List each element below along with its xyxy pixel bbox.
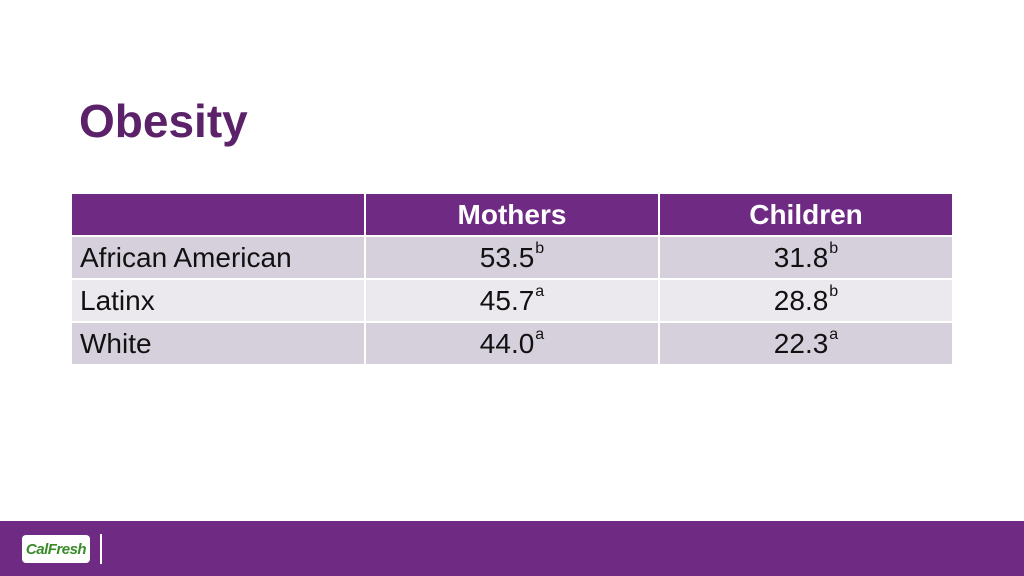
- slide-title: Obesity: [79, 95, 248, 147]
- cell-superscript: b: [829, 239, 839, 257]
- mothers-cell: 44.0a: [366, 323, 658, 364]
- cell-value: 31.8: [773, 241, 829, 273]
- children-cell: 31.8b: [660, 237, 952, 278]
- footer-bar: CalFresh: [0, 521, 1024, 576]
- table-header-row: Mothers Children: [72, 194, 952, 235]
- header-empty: [72, 194, 364, 235]
- logo-divider: [100, 534, 102, 564]
- children-cell: 28.8b: [660, 280, 952, 321]
- cell-value: 22.3: [773, 327, 829, 359]
- cell-value: 44.0: [479, 327, 535, 359]
- cell-value: 53.5: [479, 241, 535, 273]
- mothers-cell: 53.5b: [366, 237, 658, 278]
- row-label: White: [72, 323, 364, 364]
- cell-superscript: a: [829, 325, 839, 343]
- cell-value: 28.8: [773, 284, 829, 316]
- cell-superscript: a: [535, 282, 545, 300]
- header-mothers: Mothers: [366, 194, 658, 235]
- obesity-table: Mothers Children African American 53.5b …: [70, 192, 954, 366]
- cell-superscript: b: [829, 282, 839, 300]
- calfresh-logo: CalFresh: [22, 535, 90, 563]
- header-children: Children: [660, 194, 952, 235]
- cell-value: 45.7: [479, 284, 535, 316]
- row-label: Latinx: [72, 280, 364, 321]
- table-row: Latinx 45.7a 28.8b: [72, 280, 952, 321]
- logo-text: CalFresh: [25, 540, 87, 558]
- mothers-cell: 45.7a: [366, 280, 658, 321]
- cell-superscript: b: [535, 239, 545, 257]
- table-row: African American 53.5b 31.8b: [72, 237, 952, 278]
- row-label: African American: [72, 237, 364, 278]
- children-cell: 22.3a: [660, 323, 952, 364]
- table-row: White 44.0a 22.3a: [72, 323, 952, 364]
- cell-superscript: a: [535, 325, 545, 343]
